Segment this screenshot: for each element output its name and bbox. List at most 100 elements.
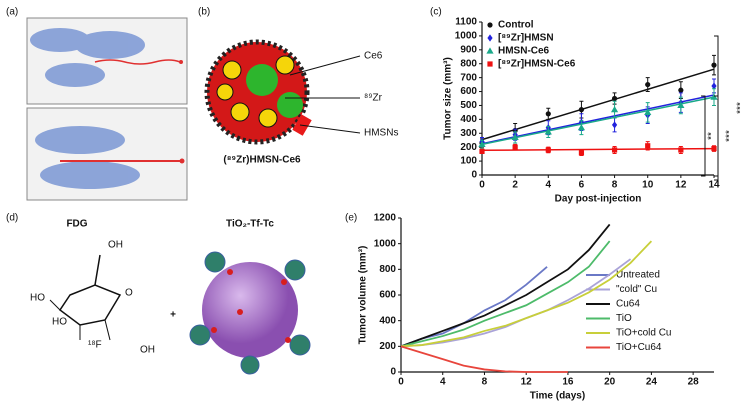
marker [611,121,618,129]
legend-label: [⁸⁹Zr]HMSN [498,33,554,44]
marker [544,128,552,135]
molecule-name: TiO₂-Tf-Tc [226,219,274,230]
marker [644,108,652,116]
y-tick-label: 800 [379,264,396,275]
x-tick-label: 20 [604,377,616,388]
panel-label: (a) [6,7,18,18]
x-tick-label: 12 [521,377,533,388]
marker [610,106,619,113]
x-tick-label: 4 [440,377,446,388]
legend-label: "cold" Cu [616,284,657,295]
panel-label: (c) [430,7,442,18]
marker [545,111,551,117]
line [400,223,611,348]
panel-label: (d) [6,213,18,224]
legend-label: Untreated [616,270,660,281]
marker [487,22,493,28]
marker [577,124,586,131]
marker [545,147,551,153]
y-tick-label: 800 [460,58,477,69]
x-tick-label: 10 [642,180,654,191]
y-tick-label: 400 [379,315,396,326]
x-tick-label: 28 [688,377,700,388]
atom: HO [30,293,45,304]
legend-label: [⁸⁹Zr]HMSN-Ce6 [498,59,576,70]
marker [611,147,618,153]
fit-line [481,94,715,145]
bracket [714,35,719,181]
y-axis-title: Tumor size (mm³) [443,57,454,140]
atom: OH [108,240,123,251]
plus: + [170,310,176,321]
caption: (⁸⁹Zr)HMSN-Ce6 [223,155,301,166]
x-axis-title: Time (days) [530,391,585,402]
atom: HO [52,317,67,328]
x-axis-title: Day post-injection [555,194,642,205]
panel-a [26,17,188,201]
panel-b: Ce6 ⁸⁹Zr HMSNs (⁸⁹Zr)HMSN-Ce6 [204,39,398,166]
x-tick-label: 12 [675,180,687,191]
x-tick-label: 14 [708,180,720,191]
fit-line [481,96,715,146]
y-tick-label: 0 [390,367,396,378]
y-tick-label: 1000 [455,31,478,42]
panel-label: (b) [198,7,210,18]
legend-label: HMSN-Ce6 [498,46,550,57]
panel-label: (e) [345,213,357,224]
y-tick-label: 500 [460,100,477,111]
line [400,240,611,348]
atom: OH [140,345,155,356]
marker [487,61,493,67]
x-tick-label: 24 [646,377,658,388]
x-tick-label: 6 [579,180,585,191]
marker [711,82,717,90]
marker [710,93,718,100]
marker [645,143,651,149]
atom: ¹⁸F [88,340,102,351]
marker [478,140,486,147]
marker [578,150,585,156]
molecule-name: FDG [66,219,87,230]
panel-d: FDG TiO₂-Tf-Tc OH HO HO O ¹⁸F OH + [30,219,311,375]
marker [645,81,651,88]
marker [677,101,685,109]
y-tick-label: 600 [379,290,396,301]
legend-label: Control [498,20,534,31]
y-tick-label: 1200 [374,213,397,224]
marker [479,148,485,154]
legend-label: TiO [616,313,632,324]
marker [678,87,684,93]
fit-line [481,68,715,141]
x-tick-label: 16 [562,377,574,388]
y-tick-label: 200 [379,341,396,352]
label: Ce6 [364,51,383,62]
line [400,345,568,373]
legend-label: TiO+cold Cu [616,328,671,339]
label: ⁸⁹Zr [364,93,383,104]
y-tick-label: 1100 [455,17,477,28]
marker [678,147,684,153]
x-tick-label: 4 [546,180,552,191]
marker [611,95,618,102]
marker [711,62,717,68]
legend-label: Cu64 [616,299,640,310]
y-tick-label: 900 [460,44,477,55]
y-tick-label: 300 [460,128,477,139]
marker [511,133,519,141]
x-tick-label: 8 [482,377,488,388]
marker [578,107,585,113]
significance: ** [707,132,718,140]
y-tick-label: 200 [460,142,477,153]
label: HMSNs [364,128,398,139]
y-tick-label: 400 [460,114,477,125]
y-tick-label: 600 [460,86,477,97]
atom: O [125,288,133,299]
x-tick-label: 0 [398,377,404,388]
legend-label: TiO+Cu64 [616,342,662,353]
x-tick-label: 8 [612,180,618,191]
y-tick-label: 1000 [374,238,397,249]
fit-line [481,147,715,152]
marker [486,47,494,54]
x-tick-label: 0 [479,180,485,191]
